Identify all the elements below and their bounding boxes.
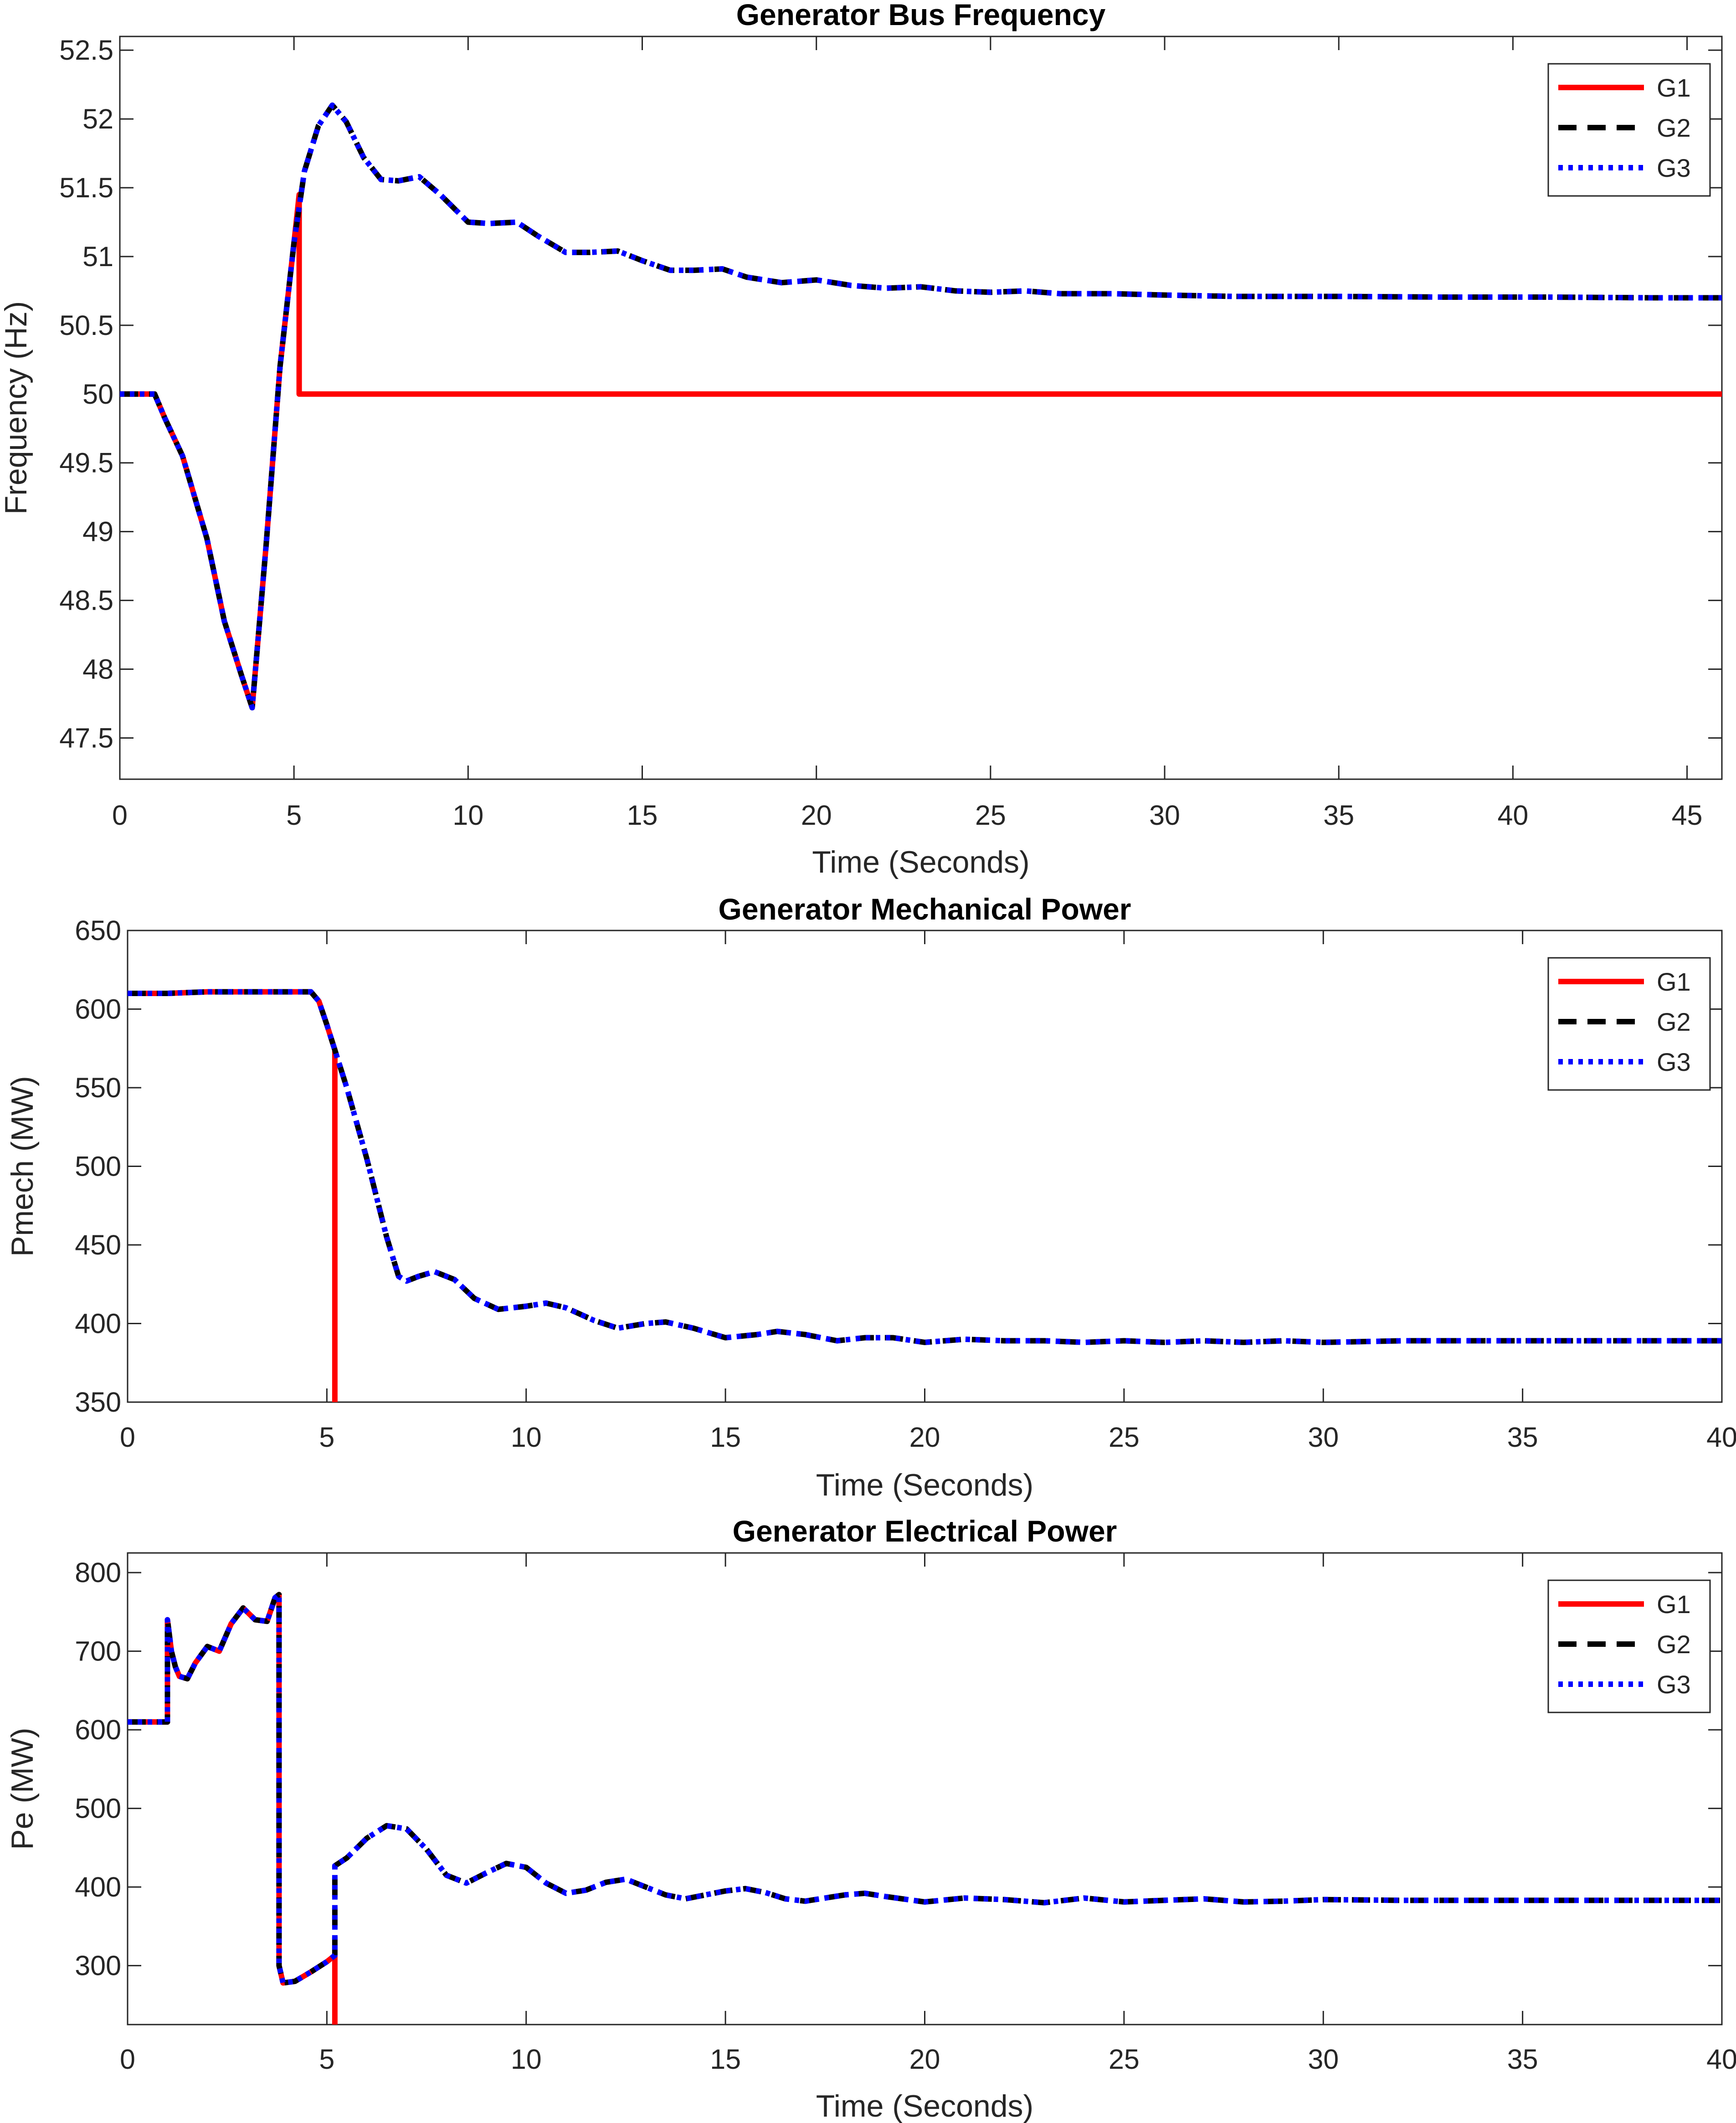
chart-title: Generator Bus Frequency: [736, 0, 1106, 31]
x-tick-label: 10: [511, 2044, 542, 2075]
y-tick-label: 300: [75, 1950, 121, 1981]
x-tick-label: 30: [1308, 1422, 1339, 1453]
axes-box: [127, 930, 1723, 1403]
series-group: [128, 989, 1722, 1402]
y-tick-label: 49: [82, 516, 113, 547]
y-tick-label: 51: [82, 241, 113, 272]
x-tick-label: 25: [1109, 2044, 1140, 2075]
y-tick-label: 600: [75, 1714, 121, 1745]
legend: G1 G2 G3: [1547, 1579, 1711, 1713]
y-tick-label: 550: [75, 1072, 121, 1103]
y-tick-label: 400: [75, 1308, 121, 1339]
y-axis-label: Frequency (Hz): [0, 301, 33, 515]
series-line-g3: [128, 1592, 1722, 1986]
y-tick-label: 48: [82, 654, 113, 685]
y-tick-label: 650: [75, 915, 121, 946]
x-tick-label: 5: [319, 2044, 334, 2075]
y-tick-label: 600: [75, 994, 121, 1025]
y-tick-label: 450: [75, 1229, 121, 1260]
series-line-g3: [120, 102, 1722, 710]
legend-label-g2: G2: [1657, 1008, 1691, 1036]
y-tick-label: 500: [75, 1793, 121, 1824]
subplot-2: 0 5 10 15 20 25 30 35 40 350 400 450 500 550 600 650 Gen…: [5, 892, 1736, 1502]
x-axis-label: Time (Seconds): [812, 845, 1029, 879]
x-tick-label: 20: [801, 800, 832, 831]
legend-label-g3: G3: [1657, 154, 1691, 182]
y-tick-label: 51.5: [59, 172, 113, 203]
y-axis-label: Pmech (MW): [5, 1076, 40, 1257]
x-tick-label: 0: [120, 2044, 135, 2075]
x-tick-label: 40: [1706, 1422, 1736, 1453]
x-tick-label: 40: [1497, 800, 1528, 831]
x-tick-label: 35: [1507, 1422, 1538, 1453]
legend-label-g1: G1: [1657, 967, 1691, 996]
x-tick-label: 15: [710, 1422, 741, 1453]
y-tick-label: 48.5: [59, 585, 113, 616]
y-tick-label: 52: [82, 103, 113, 134]
x-tick-label: 10: [511, 1422, 542, 1453]
x-tick-label: 15: [627, 800, 658, 831]
x-tick-label: 0: [120, 1422, 135, 1453]
y-tick-label: 400: [75, 1871, 121, 1902]
x-tick-label: 5: [286, 800, 302, 831]
y-tick-label: 52.5: [59, 35, 113, 66]
y-tick-label: 49.5: [59, 447, 113, 478]
legend-label-g1: G1: [1657, 1590, 1691, 1619]
y-tick-label: 50: [82, 379, 113, 410]
legend-label-g2: G2: [1657, 1630, 1691, 1659]
y-tick-label: 47.5: [59, 722, 113, 753]
legend-label-g1: G1: [1657, 73, 1691, 102]
series-group: [120, 102, 1722, 710]
subplot-3: 0 5 10 15 20 25 30 35 40 300 400 500 600 700 800 Genera…: [5, 1514, 1736, 2123]
series-group: [128, 1592, 1722, 2025]
x-axis-label: Time (Seconds): [816, 2089, 1033, 2123]
x-tick-label: 10: [452, 800, 483, 831]
y-tick-label: 50.5: [59, 310, 113, 341]
subplot-1: 0 5 10 15 20 25 30 35 40 45 47.5 48 48.5 49 49.5 50 50.5…: [0, 0, 1723, 879]
x-tick-label: 35: [1323, 800, 1354, 831]
legend: G1 G2 G3: [1547, 957, 1711, 1091]
x-tick-label: 40: [1706, 2044, 1736, 2075]
legend-label-g3: G3: [1657, 1048, 1691, 1076]
x-tick-label: 35: [1507, 2044, 1538, 2075]
series-line-g2: [128, 989, 1722, 1345]
legend-label-g2: G2: [1657, 113, 1691, 142]
y-tick-label: 350: [75, 1387, 121, 1418]
x-tick-label: 25: [975, 800, 1006, 831]
x-tick-label: 0: [112, 800, 128, 831]
y-axis-label: Pe (MW): [5, 1727, 40, 1850]
x-tick-label: 30: [1149, 800, 1180, 831]
x-tick-label: 5: [319, 1422, 334, 1453]
series-line-g2: [120, 102, 1722, 710]
x-axis-label: Time (Seconds): [816, 1468, 1033, 1502]
x-tick-label: 30: [1308, 2044, 1339, 2075]
x-tick-label: 20: [909, 1422, 940, 1453]
x-tick-label: 15: [710, 2044, 741, 2075]
legend-label-g3: G3: [1657, 1670, 1691, 1699]
series-line-g3: [128, 989, 1722, 1345]
legend: G1 G2 G3: [1547, 63, 1711, 197]
y-tick-label: 800: [75, 1557, 121, 1588]
chart-title: Generator Electrical Power: [733, 1514, 1117, 1548]
y-tick-label: 500: [75, 1151, 121, 1182]
y-tick-label: 700: [75, 1636, 121, 1667]
x-tick-label: 45: [1672, 800, 1703, 831]
chart-title: Generator Mechanical Power: [719, 892, 1131, 926]
x-tick-label: 20: [909, 2044, 940, 2075]
axes-box: [127, 1552, 1723, 2025]
x-tick-label: 25: [1109, 1422, 1140, 1453]
axes-box: [119, 36, 1723, 780]
